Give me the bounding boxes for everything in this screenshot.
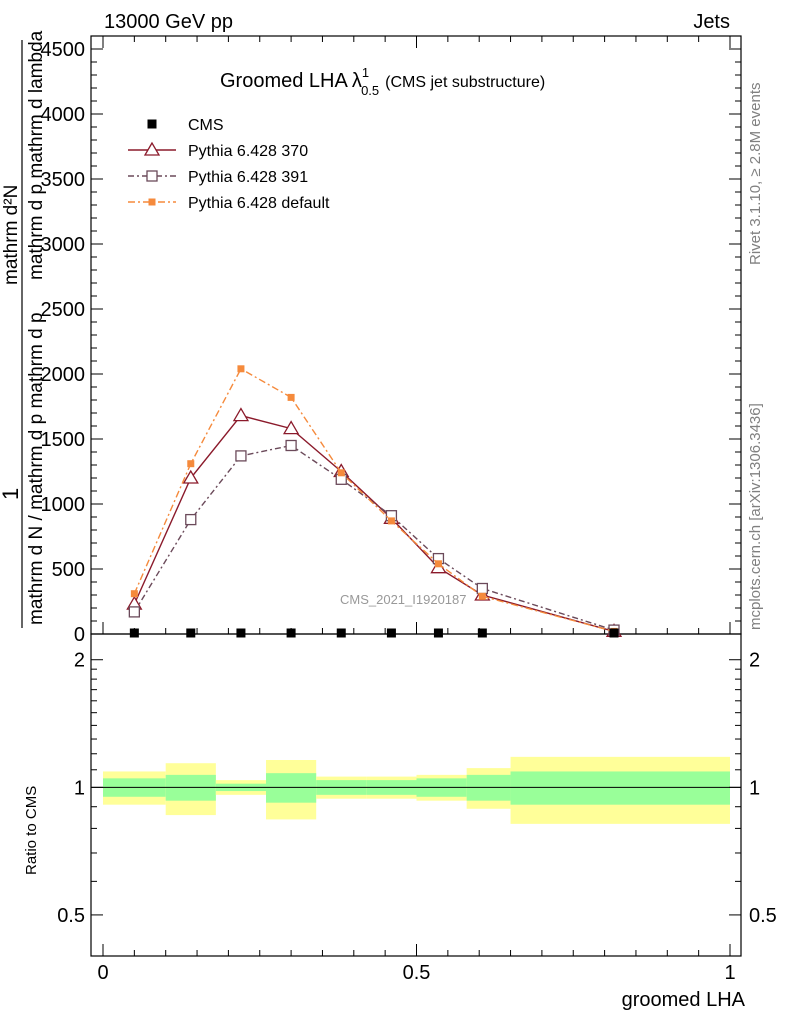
cms-point [477, 628, 487, 638]
y-tick-label: 4000 [41, 104, 86, 126]
p370-point [232, 407, 250, 422]
pdef-point [187, 460, 195, 468]
cms-point [186, 628, 196, 638]
ratio-band-inner [510, 771, 730, 805]
watermark: CMS_2021_I1920187 [340, 592, 467, 607]
legend-label-pdef: Pythia 6.428 default [188, 195, 330, 212]
header-right: Jets [693, 11, 730, 33]
axes: 0 500 1000 1500 2000 2500 3000 3500 4000 4500 0 0.5… [41, 35, 777, 984]
side-label-mcplots: mcplots.cern.ch [arXiv:1306.3436] [747, 403, 764, 630]
side-label-rivet: Rivet 3.1.10, ≥ 2.8M events [747, 83, 764, 266]
header-left: 13000 GeV pp [104, 11, 233, 33]
y-tick-label: 2500 [41, 299, 86, 321]
pdef-point [434, 560, 442, 568]
cms-point [386, 628, 396, 638]
ylabel-num: mathrm d²N [1, 185, 22, 285]
p370-point [282, 420, 300, 435]
pdef-point [478, 592, 486, 600]
ratio-bands [103, 756, 730, 824]
y-tick-label: 1000 [41, 494, 86, 516]
legend-marker-pdef [148, 198, 156, 206]
pdef-point [237, 365, 245, 373]
p391-point [128, 606, 141, 618]
cms-point [286, 628, 296, 638]
y-tick-label: 500 [52, 559, 85, 581]
y-tick-label: 3000 [41, 234, 86, 256]
ratio-tick-label-right: 2 [749, 650, 760, 672]
y-tick-label: 4500 [41, 39, 86, 61]
ratio-tick-label: 2 [74, 650, 85, 672]
ylabel-one: 1 [0, 488, 23, 500]
y-axis-label-ratio: Ratio to CMS [23, 786, 40, 875]
p391-point [235, 450, 247, 462]
cms-point [433, 628, 443, 638]
cms-point [236, 628, 246, 638]
y-tick-label: 1500 [41, 429, 86, 451]
x-axis-label: groomed LHA [622, 989, 746, 1011]
x-tick-label: 1 [724, 962, 735, 984]
p391-line [133, 444, 615, 631]
ratio-tick-label: 0.5 [57, 905, 85, 927]
x-tick-label: 0.5 [403, 962, 431, 984]
p391-point [185, 513, 197, 526]
legend-label-p370: Pythia 6.428 370 [188, 143, 308, 160]
y-axis-label-main: 1 mathrm d N / mathrm d p mathrm d p mat… [0, 30, 47, 628]
ratio-tick-label: 1 [74, 777, 85, 799]
pdef-point [130, 590, 138, 598]
pdef-point [337, 469, 345, 477]
series-layer [126, 365, 623, 638]
y-tick-label: 0 [74, 624, 85, 646]
legend: CMS Pythia 6.428 370 Pythia 6.428 391 Pythi… [128, 117, 330, 212]
p391-point [476, 582, 488, 595]
pdef-point [287, 393, 295, 401]
ratio-band-inner [266, 773, 317, 803]
pdef-line [133, 367, 615, 633]
cms-point [336, 628, 346, 638]
x-tick-label: 0 [97, 962, 108, 984]
cms-legend-marker [147, 119, 157, 129]
legend-label-p391: Pythia 6.428 391 [188, 169, 308, 186]
cms-point [129, 628, 139, 638]
chart-title: Groomed LHA λ1 0.5 (CMS jet substructure) [220, 65, 545, 98]
ylabel-den: mathrm d N / mathrm d p mathrm d p [26, 312, 47, 625]
legend-marker-p370 [143, 141, 161, 156]
y-tick-label: 2000 [41, 364, 86, 386]
cms-point [609, 628, 619, 638]
legend-marker-p391 [146, 170, 158, 182]
legend-label-cms: CMS [188, 117, 224, 134]
y-tick-label: 3500 [41, 169, 86, 191]
ylabel-num-den: mathrm d p mathrm d lambda [26, 30, 47, 280]
pdef-point [387, 517, 395, 525]
p370-point [182, 469, 199, 484]
p391-point [285, 439, 297, 452]
ratio-tick-label-right: 0.5 [749, 905, 777, 927]
ratio-tick-label-right: 1 [749, 777, 760, 799]
